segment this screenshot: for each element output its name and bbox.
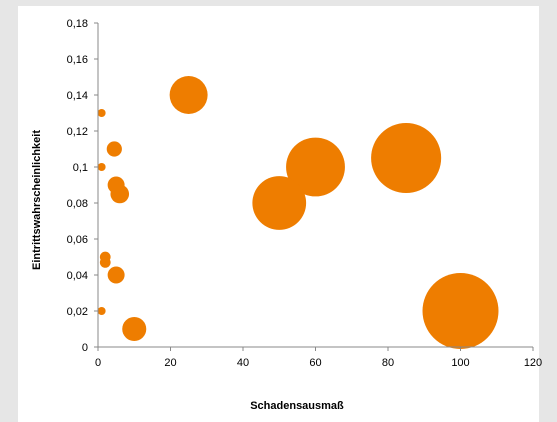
bubble-point-10 [169,76,208,114]
x-tick-label-6: 120 [524,357,542,369]
bubble-point-11 [252,176,307,230]
y-tick-label-6: 0,12 [67,126,88,138]
bubble-point-2 [97,307,106,315]
x-tick-label-4: 80 [382,357,394,369]
y-tick-label-2: 0,04 [67,270,88,282]
bubble-point-14 [422,273,499,349]
y-tick-label-9: 0,18 [67,18,88,30]
bubble-point-7 [107,266,125,284]
y-tick-label-5: 0,1 [73,162,88,174]
bubble-series [97,76,499,349]
x-tick-label-5: 100 [451,357,469,369]
x-tick-label-2: 40 [237,357,249,369]
bubble-point-13 [371,122,442,194]
y-tick-label-1: 0,02 [67,306,88,318]
x-axis-title: Schadensausmaß [250,400,344,412]
y-tick-label-7: 0,14 [67,90,88,102]
bubble-point-5 [106,141,122,157]
y-ticks: 0 0,02 0,04 0,06 0,08 0,1 0,12 0,14 0,16 0,18 [67,18,98,354]
bubble-point-0 [97,109,106,117]
bubble-point-4 [99,257,111,268]
y-tick-label-4: 0,08 [67,198,88,210]
bubble-point-9 [122,316,147,342]
x-tick-label-1: 20 [164,357,176,369]
y-tick-label-8: 0,16 [67,54,88,66]
bubble-point-12 [286,137,345,197]
bubble-point-6 [107,176,125,194]
x-ticks: 0 20 40 60 80 100 120 [95,347,542,369]
x-tick-label-0: 0 [95,357,101,369]
y-tick-label-3: 0,06 [67,234,88,246]
y-tick-label-0: 0 [82,342,88,354]
bubble-point-1 [97,163,106,171]
x-tick-label-3: 60 [309,357,321,369]
y-axis-title: Eintrittswahrscheinlichkeit [31,130,43,270]
